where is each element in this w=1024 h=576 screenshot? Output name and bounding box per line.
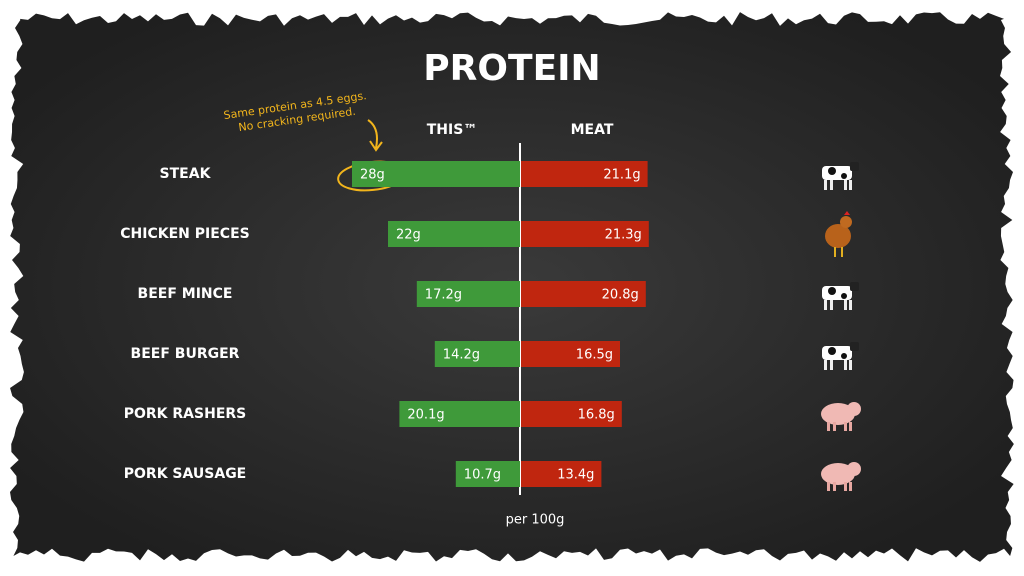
value-label: 20.8g: [602, 288, 639, 303]
icon-part: [841, 173, 847, 179]
icon-part: [824, 360, 827, 370]
icon-part: [849, 180, 852, 190]
icon-part: [844, 422, 847, 431]
icon-part: [824, 300, 827, 310]
category-label: STEAK: [160, 166, 212, 182]
icon-part: [822, 346, 852, 360]
bar: [388, 221, 520, 247]
icon-part: [850, 342, 859, 351]
icon-part: [822, 286, 852, 300]
value-label: 16.5g: [576, 348, 613, 363]
icon-part: [834, 247, 843, 257]
icon-part: [827, 482, 830, 491]
animal-icon: [821, 462, 861, 491]
category-label: BEEF MINCE: [138, 286, 233, 302]
animal-icon: [825, 211, 852, 257]
value-label: 22g: [396, 228, 421, 243]
bar: [416, 281, 520, 307]
animal-icon: [822, 162, 859, 190]
chart-title: PROTEIN: [423, 48, 600, 89]
value-label: 16.8g: [578, 408, 615, 423]
icon-part: [844, 360, 847, 370]
icon-part: [849, 360, 852, 370]
bar: [521, 221, 649, 247]
icon-part: [841, 353, 847, 359]
animal-icon: [821, 402, 861, 431]
bar: [521, 281, 646, 307]
value-label: 28g: [360, 168, 385, 183]
column-header: THIS™: [427, 122, 478, 138]
column-header: MEAT: [571, 122, 614, 138]
icon-part: [830, 180, 833, 190]
icon-part: [849, 482, 852, 491]
icon-part: [822, 166, 852, 180]
bar: [521, 401, 622, 427]
bar: [352, 161, 520, 187]
icon-part: [850, 162, 859, 171]
bar: [521, 161, 648, 187]
icon-part: [847, 462, 861, 476]
icon-part: [840, 216, 852, 228]
animal-icon: [822, 342, 859, 370]
value-label: 21.1g: [603, 168, 640, 183]
bar: [521, 341, 620, 367]
bar: [455, 461, 520, 487]
icon-part: [850, 282, 859, 291]
category-label: PORK RASHERS: [124, 406, 247, 422]
bar: [434, 341, 520, 367]
icon-part: [841, 293, 847, 299]
icon-part: [844, 300, 847, 310]
value-label: 10.7g: [464, 468, 501, 483]
icon-part: [847, 402, 861, 416]
icon-part: [827, 422, 830, 431]
icon-part: [830, 300, 833, 310]
category-label: BEEF BURGER: [131, 346, 240, 362]
bar: [521, 461, 602, 487]
animal-icon: [822, 282, 859, 310]
icon-part: [844, 482, 847, 491]
icon-part: [849, 300, 852, 310]
footnote: per 100g: [506, 513, 565, 528]
category-label: CHICKEN PIECES: [120, 226, 249, 242]
icon-part: [844, 180, 847, 190]
icon-part: [821, 463, 855, 485]
value-label: 21.3g: [605, 228, 642, 243]
icon-part: [833, 422, 836, 431]
value-label: 17.2g: [425, 288, 462, 303]
icon-part: [824, 180, 827, 190]
icon-part: [828, 287, 836, 295]
icon-part: [828, 167, 836, 175]
icon-part: [844, 211, 850, 215]
icon-part: [830, 360, 833, 370]
value-label: 20.1g: [407, 408, 444, 423]
icon-part: [825, 224, 851, 248]
icon-part: [833, 482, 836, 491]
category-label: PORK SAUSAGE: [124, 466, 247, 482]
value-label: 13.4g: [557, 468, 594, 483]
icon-part: [849, 422, 852, 431]
annotation-arrow: [367, 119, 383, 152]
icon-part: [828, 347, 836, 355]
icon-part: [821, 403, 855, 425]
value-label: 14.2g: [443, 348, 480, 363]
bar: [399, 401, 520, 427]
